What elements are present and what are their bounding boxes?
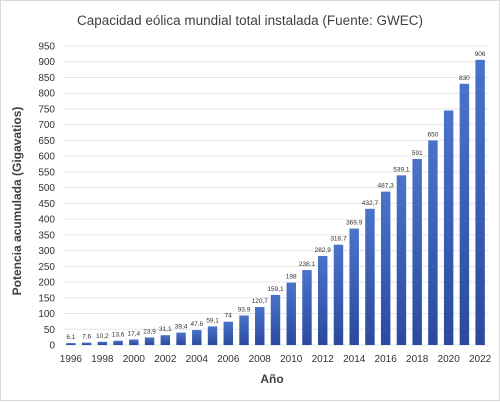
data-label: 318,7 — [330, 236, 347, 243]
data-label: 282,9 — [315, 247, 332, 254]
data-label: 830 — [459, 75, 470, 82]
bar — [113, 340, 123, 345]
data-label: 31,1 — [159, 326, 172, 333]
data-label: 159,1 — [267, 286, 284, 293]
x-tick-label: 2020 — [438, 354, 461, 365]
y-tick-label: 950 — [38, 42, 55, 53]
data-label: 539,1 — [393, 166, 410, 173]
y-tick-label: 900 — [38, 57, 55, 68]
bar — [302, 270, 312, 345]
bar — [144, 337, 155, 345]
bar — [396, 175, 407, 345]
x-tick-label: 2012 — [312, 354, 335, 365]
bar — [255, 307, 265, 345]
bar — [81, 342, 92, 345]
bar — [443, 110, 454, 345]
data-label: 39,4 — [175, 324, 188, 331]
data-label: 487,3 — [378, 183, 395, 190]
data-label: 198 — [286, 274, 297, 281]
bar — [349, 228, 359, 345]
y-axis-title: Potencia acumulada (Gigavatios) — [10, 107, 24, 296]
bar — [160, 335, 171, 345]
x-tick-label: 2018 — [406, 354, 429, 365]
bar — [412, 158, 422, 345]
x-tick-label: 2006 — [217, 354, 240, 365]
data-label: 59,1 — [206, 317, 219, 324]
bar — [129, 339, 139, 345]
bar — [207, 326, 218, 345]
x-tick-label: 2000 — [123, 354, 146, 365]
y-axis-ticks: 0 50 100 150 200 250 300 350 400 450 500 550 600 650 7… — [38, 42, 55, 352]
y-tick-label: 450 — [38, 199, 55, 210]
x-tick-label: 1996 — [60, 354, 83, 365]
y-tick-label: 350 — [38, 230, 55, 241]
data-label: 7,6 — [82, 334, 91, 341]
x-tick-label: 1998 — [91, 354, 114, 365]
y-tick-label: 0 — [49, 341, 55, 352]
x-tick-label: 2014 — [343, 354, 366, 365]
x-tick-label: 2022 — [469, 354, 492, 365]
data-label: 369,9 — [346, 220, 363, 227]
data-labels: 6,1 7,6 10,2 13,6 17,4 23,9 31,1 39,4 47,659,1 74… — [66, 51, 486, 341]
bars — [66, 59, 485, 345]
bar — [318, 255, 328, 345]
chart-title: Capacidad eólica mundial total instalada… — [77, 13, 423, 28]
x-tick-label: 2002 — [154, 354, 177, 365]
y-tick-label: 700 — [38, 120, 55, 131]
bar — [239, 315, 249, 345]
data-label: 74 — [225, 313, 233, 320]
x-tick-label: 2016 — [375, 354, 398, 365]
y-tick-label: 550 — [38, 167, 55, 178]
y-tick-label: 250 — [38, 262, 55, 273]
data-label: 650 — [427, 131, 438, 138]
bar — [428, 140, 438, 345]
data-label: 238,1 — [299, 261, 316, 268]
bar — [365, 208, 375, 345]
data-label: 17,4 — [128, 331, 141, 338]
bar — [475, 59, 485, 345]
bar — [176, 332, 186, 345]
bar — [97, 341, 108, 345]
y-tick-label: 50 — [44, 325, 56, 336]
data-label: 23,9 — [143, 328, 156, 335]
y-tick-label: 400 — [38, 215, 55, 226]
y-tick-label: 500 — [38, 183, 55, 194]
gridlines — [63, 45, 488, 346]
bar — [380, 191, 391, 345]
data-label: 120,7 — [252, 298, 269, 305]
data-label: 591 — [412, 150, 423, 157]
y-tick-label: 300 — [38, 246, 55, 257]
data-label: 6,1 — [66, 334, 75, 341]
y-tick-label: 600 — [38, 152, 55, 163]
data-label: 906 — [475, 51, 486, 58]
bar — [66, 343, 76, 345]
x-tick-label: 2010 — [280, 354, 303, 365]
bar — [459, 83, 470, 345]
bar — [223, 321, 233, 345]
data-label: 10,2 — [96, 333, 109, 340]
y-tick-label: 750 — [38, 104, 55, 115]
x-axis-ticks: 1996 1998 2000 2002 2004 2006 2008 2010 2012 2014… — [60, 354, 492, 365]
y-tick-label: 200 — [38, 278, 55, 289]
x-axis-title: Año — [260, 372, 283, 386]
data-label: 47,6 — [190, 321, 203, 328]
y-tick-label: 800 — [38, 89, 55, 100]
y-tick-label: 150 — [38, 293, 55, 304]
x-tick-label: 2004 — [186, 354, 209, 365]
bar — [286, 282, 296, 345]
y-tick-label: 100 — [38, 309, 55, 320]
x-tick-label: 2008 — [249, 354, 272, 365]
data-label: 432,7 — [362, 200, 379, 207]
y-tick-label: 850 — [38, 73, 55, 84]
bar — [333, 244, 344, 345]
data-label: 93,9 — [238, 306, 251, 313]
bar — [192, 330, 202, 345]
data-label: 13,6 — [112, 332, 125, 339]
bar — [270, 294, 281, 345]
y-tick-label: 650 — [38, 136, 55, 147]
